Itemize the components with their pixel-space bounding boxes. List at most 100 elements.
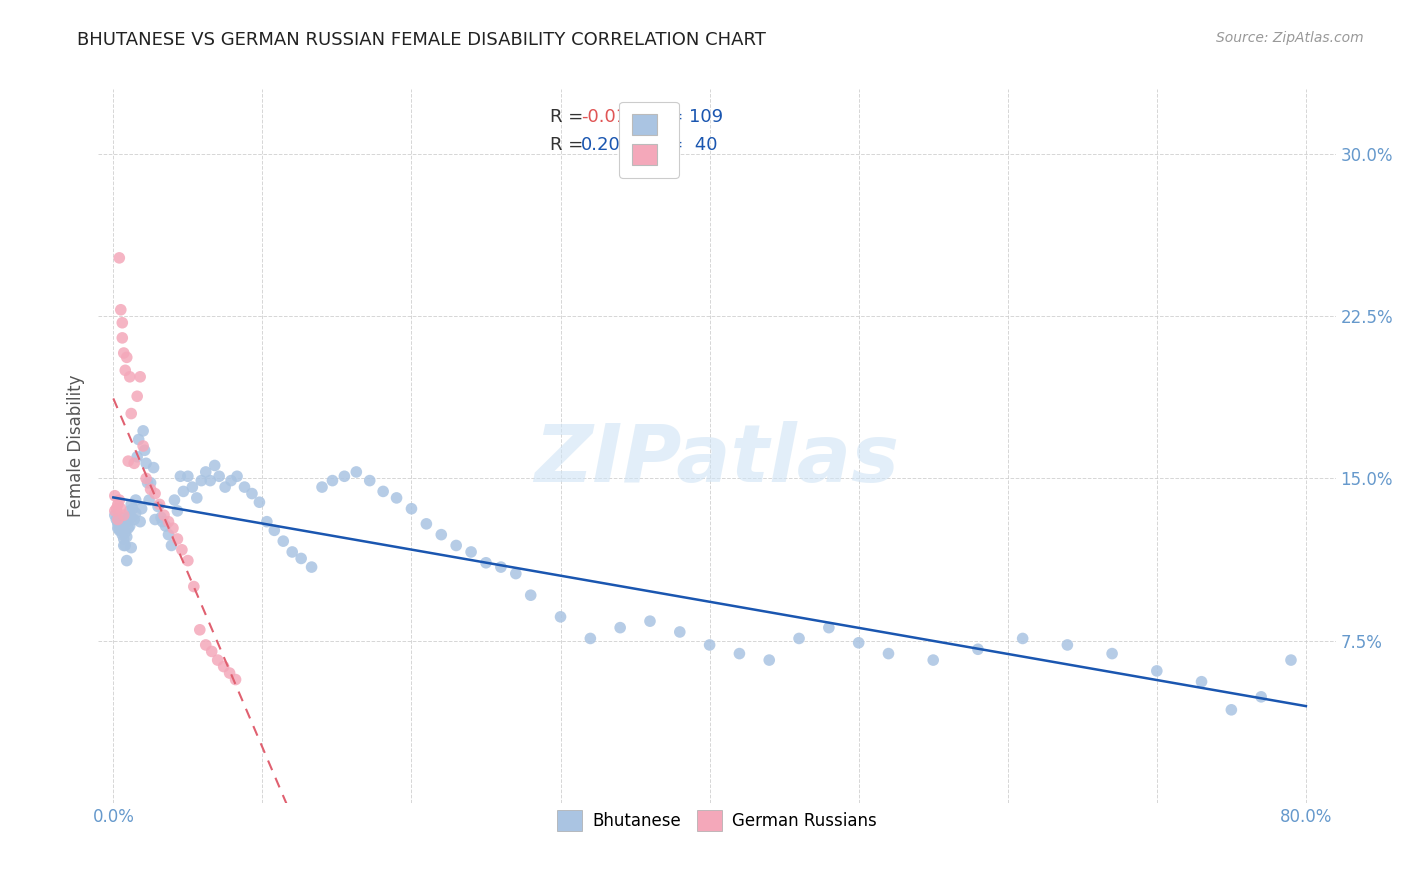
Text: R =: R =: [550, 136, 589, 154]
Text: N = 109: N = 109: [650, 108, 723, 126]
Y-axis label: Female Disability: Female Disability: [66, 375, 84, 517]
Point: [475, 556, 498, 570]
Point: [143, 486, 166, 500]
Point: [118, 519, 141, 533]
Point: [138, 493, 160, 508]
Point: [135, 471, 157, 485]
Point: [132, 439, 155, 453]
Point: [136, 475, 159, 490]
Point: [194, 638, 217, 652]
Point: [112, 539, 135, 553]
Point: [129, 369, 152, 384]
Point: [120, 497, 142, 511]
Point: [218, 666, 240, 681]
Text: Source: ZipAtlas.com: Source: ZipAtlas.com: [1216, 31, 1364, 45]
Point: [115, 553, 138, 567]
Point: [579, 632, 602, 646]
Point: [112, 524, 135, 538]
Point: [157, 515, 180, 529]
Point: [311, 480, 333, 494]
Point: [430, 527, 453, 541]
Point: [139, 482, 162, 496]
Point: [188, 623, 211, 637]
Point: [110, 302, 132, 317]
Point: [263, 524, 285, 538]
Point: [550, 610, 572, 624]
Point: [204, 458, 226, 473]
Point: [155, 519, 177, 533]
Point: [142, 460, 165, 475]
Point: [112, 532, 135, 546]
Point: [1011, 632, 1033, 646]
Point: [114, 525, 136, 540]
Point: [505, 566, 527, 581]
Point: [118, 504, 141, 518]
Point: [201, 644, 224, 658]
Point: [148, 497, 170, 511]
Point: [385, 491, 408, 505]
Point: [117, 510, 139, 524]
Point: [460, 545, 482, 559]
Point: [226, 469, 249, 483]
Point: [1056, 638, 1078, 652]
Point: [271, 534, 294, 549]
Point: [166, 504, 188, 518]
Point: [169, 469, 191, 483]
Point: [321, 474, 343, 488]
Point: [118, 369, 141, 384]
Point: [121, 501, 143, 516]
Point: [290, 551, 312, 566]
Point: [152, 515, 174, 529]
Point: [143, 512, 166, 526]
Point: [111, 527, 134, 541]
Point: [301, 560, 323, 574]
Point: [104, 489, 127, 503]
Point: [200, 474, 222, 488]
Point: [848, 636, 870, 650]
Point: [104, 508, 127, 523]
Point: [1279, 653, 1302, 667]
Point: [110, 510, 132, 524]
Point: [120, 541, 142, 555]
Point: [359, 474, 381, 488]
Point: [114, 539, 136, 553]
Point: [877, 647, 900, 661]
Point: [186, 491, 208, 505]
Point: [111, 316, 134, 330]
Point: [194, 465, 217, 479]
Point: [105, 501, 128, 516]
Point: [668, 624, 690, 639]
Point: [1146, 664, 1168, 678]
Point: [758, 653, 780, 667]
Point: [1250, 690, 1272, 704]
Point: [344, 465, 367, 479]
Point: [172, 484, 194, 499]
Text: N =  40: N = 40: [650, 136, 717, 154]
Point: [135, 456, 157, 470]
Legend: Bhutanese, German Russians: Bhutanese, German Russians: [550, 804, 884, 838]
Point: [108, 524, 131, 538]
Point: [153, 508, 176, 523]
Point: [122, 512, 145, 526]
Point: [160, 539, 183, 553]
Point: [638, 614, 661, 628]
Point: [519, 588, 541, 602]
Point: [219, 474, 242, 488]
Point: [728, 647, 751, 661]
Point: [108, 251, 131, 265]
Point: [162, 521, 184, 535]
Point: [115, 515, 138, 529]
Point: [333, 469, 356, 483]
Point: [163, 493, 186, 508]
Point: [125, 506, 148, 520]
Point: [922, 653, 945, 667]
Point: [249, 495, 271, 509]
Text: R =: R =: [550, 108, 589, 126]
Point: [256, 515, 278, 529]
Point: [240, 486, 263, 500]
Point: [125, 493, 148, 508]
Point: [134, 443, 156, 458]
Point: [112, 346, 135, 360]
Point: [110, 519, 132, 533]
Point: [111, 331, 134, 345]
